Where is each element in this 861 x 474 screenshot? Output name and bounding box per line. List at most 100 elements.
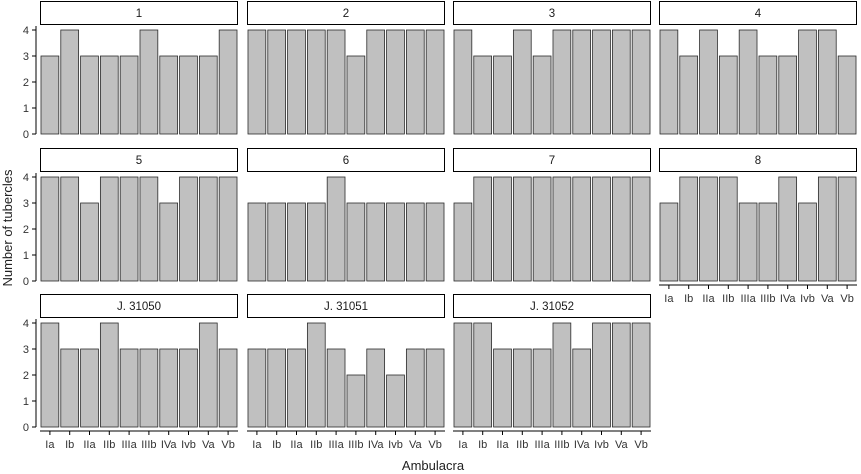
bar-iia [80,55,99,135]
panel-strip-label: 1 [136,8,142,20]
bar-iva [366,29,386,135]
bar-ivb [798,202,817,282]
bar-iib [99,322,119,428]
bar-iiia [532,55,552,135]
y-tick-label: 4 [23,172,29,184]
bar-va [611,29,631,135]
bar-ivb [179,348,198,428]
bar-vb [631,322,651,428]
x-tick-label: Ivb [181,439,196,451]
bar-ia [40,322,60,428]
panel-strip-label: 6 [343,155,349,167]
panel-j-31052: J. 31052 Ia Ib IIa IIb IIIa IIIb IVa Ivb Va Vb [453,294,651,451]
bar-va [405,348,425,428]
bar-va [817,176,837,282]
panel-strip [247,1,445,25]
bar-iib [718,176,738,282]
panel-strip-label: 7 [549,155,555,167]
x-tick-label: IVa [161,439,178,451]
bar-ib [60,348,80,428]
bar-iib [99,55,119,135]
x-tick-label: IIIa [328,439,344,451]
panel-strip [659,148,857,172]
bar-iiia [119,176,139,282]
y-tick-label: 4 [23,25,29,37]
panel-strip [453,294,651,318]
bar-va [611,322,631,428]
bar-ia [659,202,679,282]
y-tick-label: 1 [23,396,29,408]
bar-vb [425,348,445,428]
bar-vb [218,348,238,428]
y-axis-title: Number of tubercles [0,169,15,287]
x-tick-label: Ia [45,439,55,451]
x-tick-label: Ib [684,293,693,305]
x-tick-label: IIIa [740,293,756,305]
bar-iiia [738,202,758,282]
bar-iia [699,29,718,135]
bar-ib [473,322,493,428]
bar-iia [493,55,512,135]
bar-vb [218,29,238,135]
panel-strip [40,294,238,318]
bar-ivb [798,29,817,135]
bar-ivb [592,29,611,135]
bar-ivb [386,202,405,282]
y-tick-label: 0 [23,129,29,141]
bar-iva [366,202,386,282]
bar-iia [287,348,306,428]
x-tick-label: Ib [272,439,281,451]
bar-iia [493,176,512,282]
panel-strip-label: J. 31051 [324,301,368,313]
bar-ib [679,176,699,282]
panel-1: 1 0 1 2 3 4 [23,1,238,141]
x-tick-label: IIb [516,439,528,451]
x-tick-label: Ia [458,439,468,451]
bar-iva [778,55,798,135]
bar-iiib [139,176,159,282]
bar-vb [425,202,445,282]
bar-va [198,322,218,428]
bar-vb [837,55,857,135]
bar-ib [473,176,493,282]
bar-iiia [119,55,139,135]
bar-iiia [326,176,346,282]
bar-va [198,176,218,282]
panel-6: 6 [247,148,445,282]
x-tick-label: Ib [478,439,487,451]
bar-ia [40,176,60,282]
bar-ivb [592,176,611,282]
x-tick-label: Va [615,439,629,451]
panel-strip-label: J. 31052 [530,301,574,313]
y-tick-label: 0 [23,276,29,288]
bar-ib [60,176,80,282]
bar-ib [267,29,287,135]
bar-va [817,29,837,135]
bar-iiib [346,202,366,282]
x-tick-label: Ib [65,439,74,451]
bar-iib [512,176,532,282]
bar-ivb [386,29,405,135]
panel-3: 3 [453,1,651,135]
y-tick-label: 3 [23,344,29,356]
bar-ivb [179,55,198,135]
panel-strip [659,1,857,25]
bar-ia [453,322,473,428]
bar-iib [512,29,532,135]
bar-ib [60,29,80,135]
bar-iva [572,348,592,428]
bar-iib [512,348,532,428]
panel-strip-label: 3 [549,8,555,20]
bar-vb [631,176,651,282]
bar-ib [473,55,493,135]
panel-strip [453,1,651,25]
bar-iiia [532,348,552,428]
x-tick-label: IVa [780,293,797,305]
bar-iia [80,348,99,428]
x-tick-label: Vb [221,439,234,451]
x-tick-label: IIa [702,293,715,305]
bar-ia [40,55,60,135]
bar-iva [159,55,179,135]
